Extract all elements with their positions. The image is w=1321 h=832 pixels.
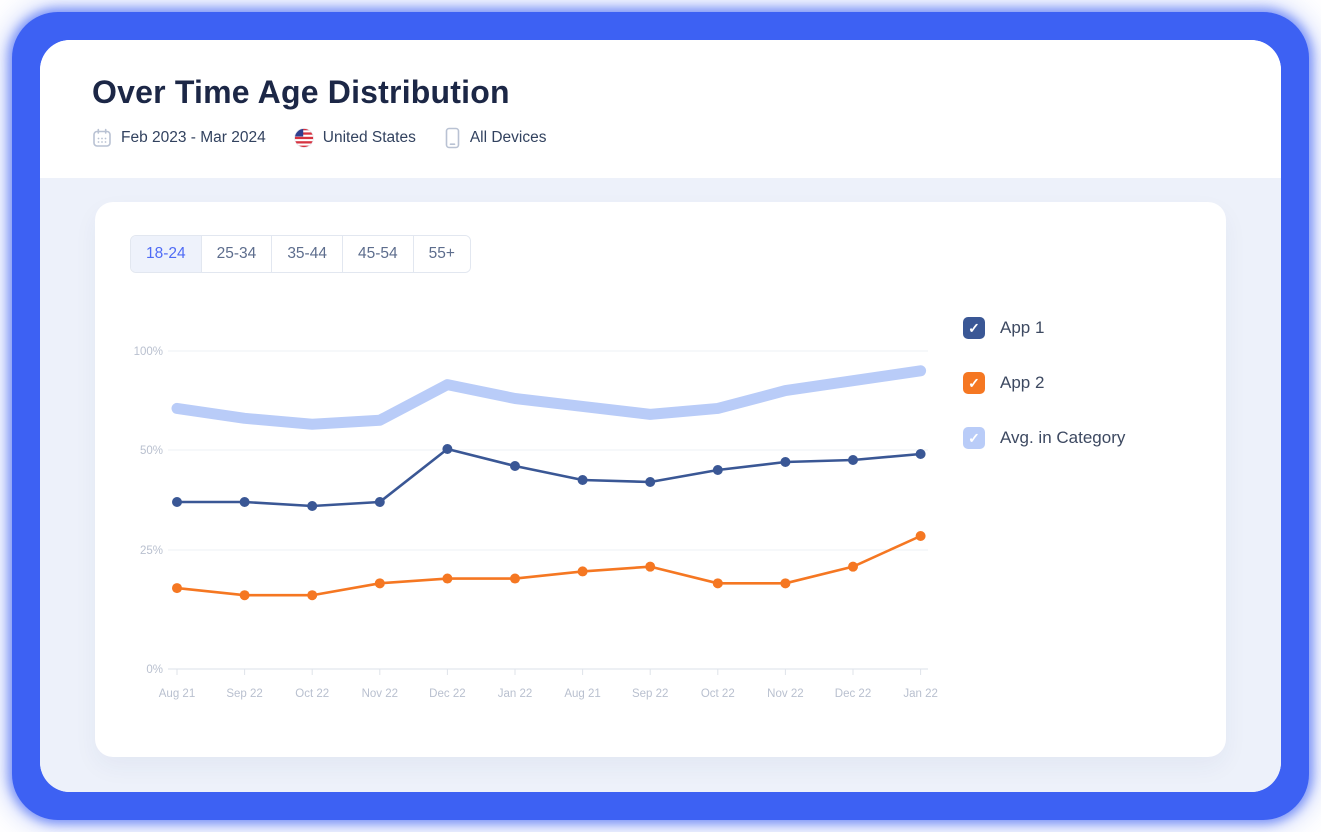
svg-text:Aug 21: Aug 21 [564,688,600,700]
svg-text:Aug 21: Aug 21 [159,688,195,700]
age-group-tabs: 18-24 25-34 35-44 45-54 55+ [130,235,471,273]
checkbox-checked-icon[interactable]: ✓ [963,372,985,394]
date-range-label: Feb 2023 - Mar 2024 [121,129,266,146]
app-window: Over Time Age Distribution [40,40,1281,792]
svg-text:0%: 0% [146,664,163,676]
svg-text:50%: 50% [140,445,163,457]
legend-label: App 1 [1000,318,1045,337]
us-flag-icon [294,128,314,148]
svg-text:Jan 22: Jan 22 [498,688,533,700]
date-range-filter[interactable]: Feb 2023 - Mar 2024 [92,128,266,148]
svg-text:25%: 25% [140,545,163,557]
age-distribution-chart[interactable]: 100% 50% 25% 0% Aug 21 Sep 22 Oct 22 Nov 22 Dec … [130,332,970,717]
checkbox-checked-icon[interactable]: ✓ [963,317,985,339]
country-label: United States [322,129,416,146]
svg-text:Dec 22: Dec 22 [429,688,465,700]
legend-item-app2[interactable]: ✓ App 2 [963,372,1125,394]
country-filter[interactable]: United States [294,128,416,148]
report-header: Over Time Age Distribution [40,40,1281,178]
devices-label: All Devices [469,129,547,146]
calendar-icon [92,128,112,148]
svg-text:Jan 22: Jan 22 [903,688,938,700]
page-title: Over Time Age Distribution [92,74,510,110]
legend-item-app1[interactable]: ✓ App 1 [963,317,1125,339]
tab-25-34[interactable]: 25-34 [201,236,273,272]
svg-text:Sep 22: Sep 22 [632,688,668,700]
report-body: 18-24 25-34 35-44 45-54 55+ 100% 50% 25% 0%… [40,178,1281,792]
window-frame: Over Time Age Distribution [12,12,1309,820]
tab-35-44[interactable]: 35-44 [272,236,343,272]
chart-legend: ✓ App 1 ✓ App 2 ✓ Avg. in Category [963,317,1125,449]
svg-text:Sep 22: Sep 22 [226,688,262,700]
svg-text:Oct 22: Oct 22 [295,688,329,700]
filters-row: Feb 2023 - Mar 2024 [92,127,1229,149]
tab-18-24[interactable]: 18-24 [131,236,202,272]
svg-text:Nov 22: Nov 22 [767,688,803,700]
svg-text:Oct 22: Oct 22 [701,688,735,700]
devices-filter[interactable]: All Devices [444,127,547,149]
svg-text:Nov 22: Nov 22 [362,688,398,700]
svg-text:Dec 22: Dec 22 [835,688,871,700]
chart-panel: 18-24 25-34 35-44 45-54 55+ 100% 50% 25% 0%… [95,202,1226,757]
tab-55-plus[interactable]: 55+ [413,236,470,272]
svg-text:100%: 100% [134,346,163,358]
tab-45-54[interactable]: 45-54 [342,236,414,272]
legend-label: Avg. in Category [1000,428,1126,447]
checkbox-checked-icon[interactable]: ✓ [963,427,985,449]
legend-item-avg-in-category[interactable]: ✓ Avg. in Category [963,427,1125,449]
mobile-device-icon [444,127,461,149]
legend-label: App 2 [1000,373,1045,392]
